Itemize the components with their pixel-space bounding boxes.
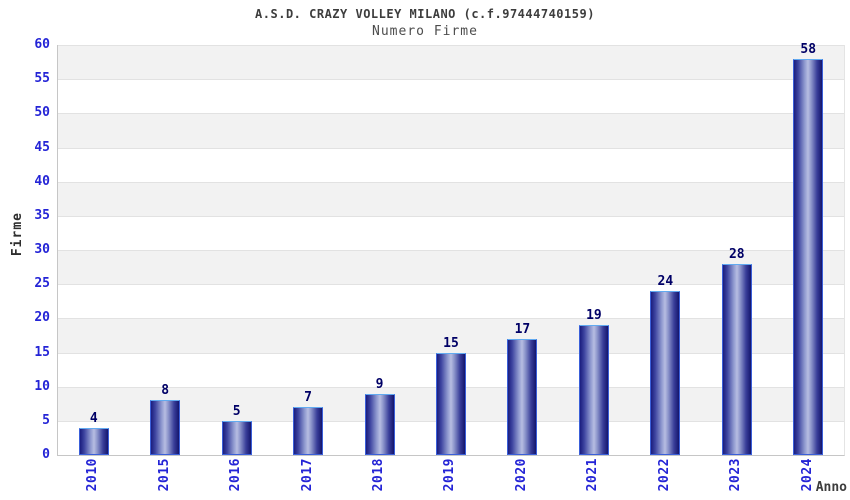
x-tick-label: 2022 xyxy=(656,458,672,492)
bar-2017[interactable] xyxy=(293,407,324,455)
bar-slot-2020: 17 xyxy=(487,45,558,455)
bar-value-label: 24 xyxy=(657,274,674,289)
y-tick-label: 60 xyxy=(34,37,50,52)
x-tick-label: 2017 xyxy=(299,458,315,492)
bar-slot-2021: 19 xyxy=(558,45,629,455)
gridline xyxy=(58,318,844,320)
y-tick-label: 0 xyxy=(42,447,50,462)
bar-value-label: 17 xyxy=(514,321,531,337)
bar-2019[interactable] xyxy=(435,352,466,455)
x-tick-label: 2018 xyxy=(371,458,387,492)
bar-value-label: 7 xyxy=(304,390,312,406)
plot-area: 4 8 5 7 9 15 17 19 24 28 58 xyxy=(57,41,845,456)
gridline xyxy=(58,113,844,115)
bar-slot-2016: 5 xyxy=(201,45,272,455)
bar-value-label: 5 xyxy=(232,403,241,419)
x-tick-slot: 2019 xyxy=(414,458,485,500)
x-tick-slot: 2020 xyxy=(486,458,557,500)
x-tick-label: 2015 xyxy=(156,458,172,492)
bar-value-label: 8 xyxy=(161,383,170,399)
plot-band xyxy=(58,181,844,216)
y-tick-label: 30 xyxy=(34,242,50,257)
y-tick-label: 5 xyxy=(42,412,50,428)
bar-value-label: 28 xyxy=(728,246,745,262)
x-tick-slot: 2010 xyxy=(57,458,128,500)
plot-band xyxy=(58,113,844,148)
bar-slot-2019: 15 xyxy=(415,45,486,455)
x-tick-slot: 2023 xyxy=(700,458,771,500)
gridline xyxy=(58,284,844,286)
y-tick-label: 35 xyxy=(34,207,50,223)
x-tick-slot: 2017 xyxy=(271,458,342,500)
bar-slot-2018: 9 xyxy=(344,45,415,455)
x-tick-label: 2024 xyxy=(799,458,815,492)
x-tick-label: 2016 xyxy=(228,458,244,492)
x-tick-slot: 2018 xyxy=(343,458,414,500)
x-tick-label: 2010 xyxy=(85,458,101,492)
bar-value-label: 9 xyxy=(375,376,384,392)
y-tick-label: 15 xyxy=(34,344,50,360)
bar-value-label: 58 xyxy=(800,41,817,57)
bar-slot-2015: 8 xyxy=(129,45,200,455)
bar-2015[interactable] xyxy=(150,400,181,455)
bar-2024[interactable] xyxy=(793,58,824,455)
plot-band xyxy=(58,318,844,353)
bar-2020[interactable] xyxy=(507,338,538,455)
bar-2018[interactable] xyxy=(364,393,395,455)
gridline xyxy=(58,79,844,81)
bar-slot-2010: 4 xyxy=(58,45,129,455)
x-axis-title: Anno xyxy=(815,480,847,495)
bar-value-label: 19 xyxy=(586,308,602,324)
y-tick-label: 55 xyxy=(34,71,50,87)
bar-2023[interactable] xyxy=(721,263,752,455)
gridline xyxy=(58,215,844,217)
x-tick-label: 2020 xyxy=(513,458,529,492)
bar-2010[interactable] xyxy=(78,427,109,455)
bar-value-label: 4 xyxy=(89,410,98,426)
x-tick-label: 2021 xyxy=(585,458,601,492)
x-tick-label: 2023 xyxy=(728,458,744,492)
x-tick-slot: 2016 xyxy=(200,458,271,500)
bar-slot-2022: 24 xyxy=(630,45,701,455)
y-tick-label: 25 xyxy=(34,276,50,292)
bar-2021[interactable] xyxy=(578,325,609,455)
x-tick-slot: 2022 xyxy=(629,458,700,500)
plot-band xyxy=(58,250,844,285)
y-tick-label: 50 xyxy=(34,105,50,121)
bar-2016[interactable] xyxy=(221,420,252,455)
bar-slot-2024: 58 xyxy=(773,41,844,455)
bar-slot-2023: 28 xyxy=(701,45,772,455)
chart-title: A.S.D. CRAZY VOLLEY MILANO (c.f.97444740… xyxy=(255,7,595,21)
y-axis-title: Firme xyxy=(10,212,25,257)
bars-container: 4 8 5 7 9 15 17 19 24 28 58 xyxy=(58,41,844,455)
y-tick-label: 40 xyxy=(34,173,50,189)
gridline xyxy=(58,250,844,251)
x-tick-slot: 2021 xyxy=(557,458,628,500)
gridline xyxy=(58,45,844,46)
bar-2022[interactable] xyxy=(650,291,681,455)
chart-subtitle: Numero Firme xyxy=(372,24,478,39)
x-tick-label: 2019 xyxy=(442,458,458,492)
bar-slot-2017: 7 xyxy=(272,45,343,455)
plot-band xyxy=(58,45,844,80)
y-tick-label: 45 xyxy=(34,139,50,155)
bar-value-label: 15 xyxy=(443,335,459,351)
x-tick-slot: 2015 xyxy=(128,458,199,500)
y-tick-label: 20 xyxy=(34,310,50,326)
gridline xyxy=(58,181,844,183)
x-axis-ticks: 2010 2015 2016 2017 2018 2019 2020 2021 2022 2023… xyxy=(57,458,843,500)
y-tick-label: 10 xyxy=(34,378,50,394)
gridline xyxy=(58,147,844,149)
